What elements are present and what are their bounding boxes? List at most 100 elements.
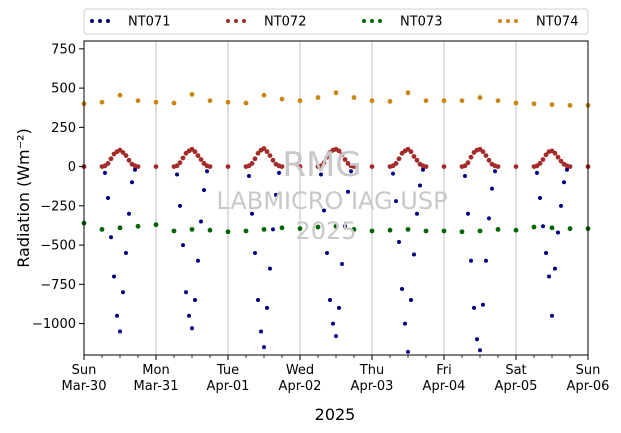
point-NT072: [318, 163, 324, 169]
series-NT074: [81, 90, 591, 108]
point-NT072: [255, 150, 261, 156]
point-NT071: [277, 170, 281, 175]
x-tick-date-2025-04-03: Apr-03: [351, 379, 394, 394]
point-NT072: [552, 150, 558, 156]
x-tick-day-2025-04-02: Wed: [286, 363, 314, 378]
point-NT073: [171, 228, 177, 234]
point-NT071: [190, 326, 194, 331]
point-NT073: [99, 227, 105, 232]
point-NT071: [565, 167, 569, 172]
point-NT072: [393, 161, 399, 166]
x-tick-date-2025-04-05: Apr-05: [495, 379, 538, 394]
point-NT071: [541, 224, 545, 229]
point-NT074: [549, 102, 555, 107]
point-NT071: [493, 169, 497, 174]
point-NT071: [262, 345, 266, 350]
point-NT072: [252, 156, 258, 162]
point-NT071: [406, 349, 410, 354]
point-NT073: [225, 229, 231, 235]
x-tick-date-2025-03-30: Mar-30: [62, 379, 107, 394]
y-axis-title: Radiation (Wm⁻²): [14, 128, 33, 267]
point-NT071: [463, 174, 467, 179]
point-NT072: [324, 154, 330, 160]
point-NT071: [550, 313, 554, 318]
point-NT072: [192, 149, 198, 155]
point-NT071: [556, 230, 560, 235]
legend-marker-NT073: [362, 19, 366, 23]
y-tick-label--750: −750: [40, 278, 76, 293]
legend-marker-NT073: [378, 19, 382, 23]
legend-marker-NT072: [242, 19, 246, 23]
point-NT071: [481, 302, 485, 307]
point-NT073: [351, 227, 357, 232]
point-NT071: [415, 211, 419, 216]
point-NT072: [336, 148, 342, 154]
point-NT073: [531, 224, 537, 230]
point-NT073: [567, 226, 573, 232]
point-NT072: [537, 161, 543, 166]
point-NT071: [349, 169, 353, 174]
point-NT071: [337, 305, 341, 310]
x-tick-day-2025-04-01: Tue: [216, 363, 239, 378]
point-NT071: [412, 252, 416, 257]
point-NT072: [513, 164, 519, 170]
point-NT071: [394, 199, 398, 204]
series-NT073: [81, 220, 591, 235]
legend-marker-NT073: [370, 19, 374, 23]
point-NT072: [225, 164, 231, 170]
point-NT072: [486, 157, 492, 163]
point-NT073: [135, 223, 141, 229]
vertical-gridlines: [155, 41, 517, 355]
legend-label-NT073: NT073: [400, 15, 442, 30]
point-NT073: [441, 228, 447, 234]
x-tick-day-2025-04-04: Fri: [436, 363, 452, 378]
point-NT071: [178, 203, 182, 208]
point-NT072: [270, 157, 276, 163]
point-NT073: [549, 225, 555, 231]
point-NT073: [405, 227, 411, 232]
point-NT074: [99, 99, 105, 105]
point-NT072: [396, 156, 402, 162]
x-tick-date-2025-03-31: Mar-31: [134, 379, 179, 394]
point-NT071: [319, 172, 323, 177]
series-NT072: [81, 146, 591, 170]
point-NT073: [459, 229, 465, 235]
legend-box: [83, 8, 589, 35]
point-NT071: [274, 192, 278, 197]
y-tick-label-250: 250: [51, 121, 76, 136]
point-NT072: [351, 164, 357, 170]
point-NT074: [423, 98, 429, 104]
point-NT071: [535, 170, 539, 175]
point-NT072: [441, 164, 447, 170]
x-axis-title: 2025: [315, 405, 356, 424]
x-tick-day-2025-04-05: Sat: [505, 363, 526, 378]
point-NT072: [408, 149, 414, 155]
legend-item-NT073: NT073: [362, 15, 442, 30]
point-NT072: [465, 160, 471, 166]
point-NT074: [495, 98, 501, 104]
y-tick-label--500: −500: [40, 239, 76, 254]
point-NT074: [117, 92, 123, 98]
point-NT073: [207, 227, 213, 233]
point-NT071: [109, 235, 113, 240]
legend-item-NT074: NT074: [498, 15, 578, 30]
point-NT072: [480, 149, 486, 155]
legend: NT071 NT072 NT073 NT074: [83, 8, 589, 35]
point-NT072: [177, 160, 183, 166]
point-NT074: [333, 90, 339, 96]
point-NT071: [115, 313, 119, 318]
point-NT072: [462, 163, 468, 169]
x-tick-day-2025-04-03: Thu: [359, 363, 384, 378]
point-NT071: [268, 266, 272, 271]
point-NT071: [559, 203, 563, 208]
point-NT071: [250, 211, 254, 216]
point-NT071: [562, 180, 566, 185]
point-NT071: [340, 261, 344, 266]
point-NT074: [207, 98, 213, 104]
y-axis: 750 500 250 0 −250 −500 −750 −1000: [32, 42, 84, 332]
point-NT071: [403, 321, 407, 326]
point-NT072: [321, 160, 327, 166]
point-NT071: [196, 258, 200, 263]
point-NT073: [423, 228, 429, 234]
legend-label-NT074: NT074: [536, 15, 578, 30]
